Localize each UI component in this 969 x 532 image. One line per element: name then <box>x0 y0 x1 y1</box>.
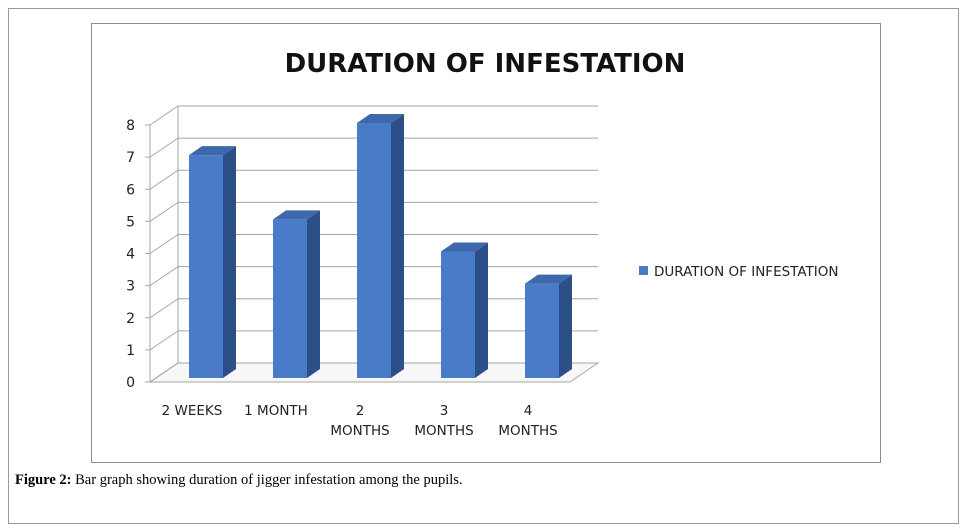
legend-swatch <box>639 266 648 275</box>
y-tick-label: 1 <box>126 343 135 359</box>
legend-label: DURATION OF INFESTATION <box>654 264 839 280</box>
y-tick-label: 5 <box>126 214 135 230</box>
gridline-depth <box>149 234 179 254</box>
legend: DURATION OF INFESTATION <box>639 264 839 280</box>
bar <box>273 210 320 378</box>
gridline-depth <box>149 362 179 383</box>
figure-caption: Figure 2: Bar graph showing duration of … <box>15 472 915 489</box>
bar-top <box>189 146 236 156</box>
bar-top <box>525 274 572 284</box>
y-tick-label: 0 <box>126 375 135 391</box>
caption-label: Figure 2: <box>15 472 72 488</box>
x-tick-label-line: 3 <box>440 403 449 419</box>
y-axis-ticks: 0 1 2 3 4 5 6 7 8 <box>126 118 150 391</box>
gridline-depth <box>149 330 179 351</box>
gridline-depth <box>149 169 179 190</box>
x-tick-label-line: 4 <box>524 403 533 419</box>
bar-front <box>273 219 307 378</box>
x-tick-label: 1 MONTH <box>244 403 308 419</box>
y-tick-label: 4 <box>126 247 135 263</box>
y-tick-label: 2 <box>126 311 135 327</box>
x-tick-label: 3 MONTHS <box>414 403 473 439</box>
bar <box>357 114 404 378</box>
caption-text: Bar graph showing duration of jigger inf… <box>71 472 463 488</box>
x-tick-label: 2 WEEKS <box>162 403 223 419</box>
bar-front <box>357 123 391 378</box>
x-axis-labels: 2 WEEKS 1 MONTH 2 MONTHS 3 MONTHS 4 MONTHS <box>162 403 558 439</box>
y-tick-label: 7 <box>126 150 135 166</box>
bar-side <box>223 146 236 378</box>
x-tick-label: 2 MONTHS <box>330 403 389 439</box>
gridline-depth <box>149 137 179 158</box>
bar-side <box>475 242 488 378</box>
bar-front <box>441 251 475 378</box>
x-tick-label-line: MONTHS <box>498 423 557 439</box>
bar-side <box>559 274 572 378</box>
bar-top <box>273 210 320 220</box>
x-tick-label-line: MONTHS <box>330 423 389 439</box>
bar-top <box>441 242 488 252</box>
chart-title: DURATION OF INFESTATION <box>285 49 686 79</box>
x-tick-label-line: 1 MONTH <box>244 403 308 419</box>
bar <box>525 274 572 378</box>
bar-top <box>357 114 404 123</box>
bar <box>441 242 488 378</box>
x-tick-label: 4 MONTHS <box>498 403 557 439</box>
bar-side <box>391 114 404 378</box>
bar-front <box>189 155 223 378</box>
y-tick-label: 8 <box>126 118 135 134</box>
gridline-depth <box>149 105 179 126</box>
bar-side <box>307 210 320 378</box>
x-tick-label-line: 2 <box>356 403 365 419</box>
y-tick-label: 3 <box>126 279 135 295</box>
y-tick-label: 6 <box>126 182 135 198</box>
bar <box>189 146 236 378</box>
x-tick-label-line: 2 WEEKS <box>162 403 223 419</box>
gridline-depth <box>149 298 179 319</box>
gridline-depth <box>149 266 179 287</box>
x-tick-label-line: MONTHS <box>414 423 473 439</box>
bars <box>189 114 572 378</box>
bar-front <box>525 283 559 378</box>
gridline-depth <box>149 201 179 222</box>
